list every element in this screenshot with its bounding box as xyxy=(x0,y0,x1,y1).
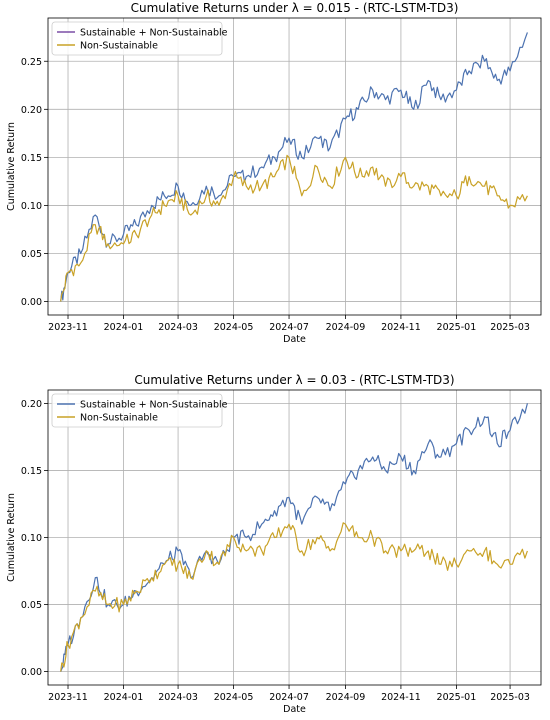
legend-box xyxy=(51,393,223,428)
legend-label: Non-Sustainable xyxy=(80,413,158,424)
x-tick-label: 2024-09 xyxy=(326,692,366,703)
y-tick-label: 0.00 xyxy=(21,297,42,308)
y-tick-label: 0.10 xyxy=(21,533,42,544)
series-line-sustainable-plus-non-sustainable xyxy=(60,32,528,302)
y-tick-label: 0.20 xyxy=(21,399,42,410)
y-tick-label: 0.05 xyxy=(21,600,42,611)
y-tick-label: 0.25 xyxy=(21,57,42,68)
x-tick-label: 2025-03 xyxy=(490,322,530,333)
x-tick-label: 2023-11 xyxy=(48,692,88,703)
plot-frame xyxy=(47,17,542,316)
x-tick-label: 2024-05 xyxy=(214,692,254,703)
chart-title: Cumulative Returns under λ = 0.015 - (RT… xyxy=(131,1,459,15)
x-tick-label: 2024-11 xyxy=(381,322,421,333)
x-tick-label: 2024-03 xyxy=(158,692,198,703)
y-tick-label: 0.00 xyxy=(21,667,42,678)
legend-label: Non-Sustainable xyxy=(80,41,158,52)
x-axis-label: Date xyxy=(283,704,306,715)
legend: Sustainable + Non-Sustainable Non-Sustain… xyxy=(51,21,228,56)
x-tick-label: 2025-01 xyxy=(437,322,477,333)
y-tick-label: 0.15 xyxy=(21,153,42,164)
legend-label: Sustainable + Non-Sustainable xyxy=(80,28,228,39)
y-axis-label: Cumulative Return xyxy=(6,122,17,211)
x-axis-label: Date xyxy=(283,334,306,345)
x-tick-label: 2024-11 xyxy=(381,692,421,703)
x-tick-label: 2023-11 xyxy=(48,322,88,333)
chart-1: Cumulative Returns under λ = 0.015 - (RT… xyxy=(6,1,542,345)
series-line-non-sustainable xyxy=(60,522,528,672)
legend-box xyxy=(51,21,223,56)
x-tick-label: 2024-03 xyxy=(158,322,198,333)
y-tick-label: 0.10 xyxy=(21,201,42,212)
x-tick-label: 2024-01 xyxy=(104,322,144,333)
x-tick-label: 2025-03 xyxy=(490,692,530,703)
series-line-non-sustainable xyxy=(60,154,528,302)
x-tick-label: 2024-01 xyxy=(104,692,144,703)
x-tick-label: 2025-01 xyxy=(437,692,477,703)
y-tick-label: 0.05 xyxy=(21,249,42,260)
x-tick-label: 2024-07 xyxy=(269,322,309,333)
x-tick-label: 2024-09 xyxy=(326,322,366,333)
legend-label: Sustainable + Non-Sustainable xyxy=(80,400,228,411)
x-tick-label: 2024-07 xyxy=(269,692,309,703)
series-line-sustainable-plus-non-sustainable xyxy=(60,403,528,672)
y-tick-label: 0.20 xyxy=(21,105,42,116)
legend: Sustainable + Non-Sustainable Non-Sustain… xyxy=(51,393,228,428)
y-tick-label: 0.15 xyxy=(21,466,42,477)
y-axis-label: Cumulative Return xyxy=(6,493,17,582)
chart-2: Cumulative Returns under λ = 0.03 - (RTC… xyxy=(6,373,542,715)
x-tick-label: 2024-05 xyxy=(214,322,254,333)
chart-title: Cumulative Returns under λ = 0.03 - (RTC… xyxy=(134,373,454,387)
plot-frame xyxy=(47,389,542,686)
